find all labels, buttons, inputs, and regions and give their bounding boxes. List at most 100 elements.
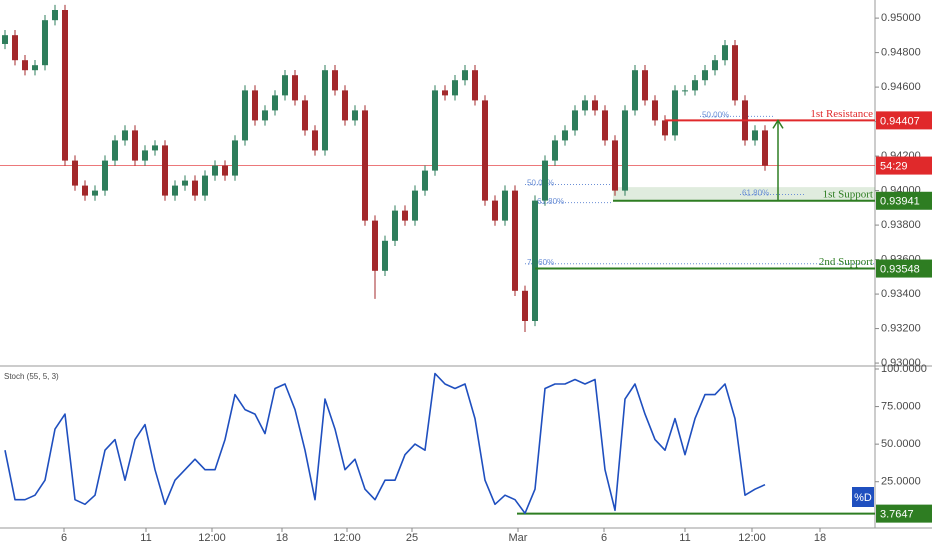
candle-body <box>702 70 708 81</box>
candle-body <box>222 165 228 176</box>
x-tick-label: 6 <box>61 532 67 544</box>
level-label: 1st Resistance <box>810 108 873 120</box>
x-tick-label: 25 <box>406 532 418 544</box>
series-line <box>4 372 766 515</box>
candle-body <box>292 75 298 101</box>
candle-body <box>562 130 568 141</box>
level-price-box <box>876 111 932 130</box>
candle-body <box>72 160 78 186</box>
y-tick-label: 0.93800 <box>881 219 921 231</box>
candle-body <box>262 110 268 121</box>
candle-body <box>502 190 508 221</box>
candle-body <box>732 45 738 101</box>
x-tick-label: 18 <box>814 532 826 544</box>
x-tick-label: 11 <box>679 532 690 544</box>
candle-body <box>492 200 498 221</box>
candle-body <box>462 70 468 81</box>
candle-body <box>152 145 158 151</box>
candle-body <box>2 35 8 44</box>
y-tick-label: 0.94600 <box>881 81 921 93</box>
candle-body <box>442 90 448 96</box>
candle-body <box>642 70 648 101</box>
candle-body <box>482 100 488 201</box>
candle-body <box>182 180 188 186</box>
candle-body <box>142 150 148 161</box>
candle-body <box>522 290 528 321</box>
candle-body <box>552 140 558 161</box>
candle-body <box>362 110 368 221</box>
candle-body <box>202 175 208 196</box>
candle-body <box>282 75 288 96</box>
legend-label: %D <box>854 492 872 504</box>
candle-body <box>22 60 28 71</box>
candle-body <box>632 70 638 111</box>
x-tick-label: 11 <box>140 532 151 544</box>
level-price-box <box>876 259 932 278</box>
candle-body <box>672 90 678 136</box>
countdown-text: 54:29 <box>880 160 908 172</box>
y-tick-label: 0.93200 <box>881 322 921 334</box>
y-tick-label: 100.0000 <box>881 363 927 375</box>
candle-body <box>42 20 48 66</box>
y-tick-label: 0.95000 <box>881 12 921 24</box>
y-tick-label: 0.93000 <box>881 357 921 369</box>
level-price-text: 0.94407 <box>880 115 920 127</box>
y-tick-label: 25.0000 <box>881 476 921 488</box>
candle-body <box>132 130 138 161</box>
candle-body <box>232 140 238 176</box>
level-label: 2nd Support <box>819 256 873 268</box>
fib-label: 50.00% <box>702 111 729 120</box>
candle-body <box>652 100 658 121</box>
candle-body <box>172 185 178 196</box>
candle-body <box>572 110 578 131</box>
fib-label: 50.00% <box>527 179 554 188</box>
x-tick-label: 12:00 <box>738 532 766 544</box>
candle-body <box>332 70 338 91</box>
candle-body <box>622 110 628 191</box>
candle-body <box>612 140 618 191</box>
candle-body <box>412 190 418 221</box>
candle-body <box>102 160 108 191</box>
candle-body <box>302 100 308 131</box>
candle-body <box>372 220 378 271</box>
candle-body <box>352 110 358 121</box>
y-tick-label: 0.93400 <box>881 288 921 300</box>
y-tick-label: 75.0000 <box>881 400 921 412</box>
x-tick-label: 6 <box>601 532 607 544</box>
candle-body <box>382 240 388 271</box>
candle-body <box>392 210 398 241</box>
candle-body <box>692 80 698 91</box>
x-tick-label: 18 <box>276 532 288 544</box>
level-value-text: 3.7647 <box>880 509 914 521</box>
candle-body <box>402 210 408 221</box>
candle-body <box>592 100 598 111</box>
candle-body <box>342 90 348 121</box>
candle-body <box>52 10 58 21</box>
candle-body <box>542 160 548 201</box>
y-tick-label: 50.0000 <box>881 438 921 450</box>
level-price-box <box>876 191 932 210</box>
candle-body <box>512 190 518 291</box>
candle-body <box>162 145 168 196</box>
candle-body <box>712 60 718 71</box>
level-price-text: 0.93941 <box>880 196 920 208</box>
candle-body <box>312 130 318 151</box>
level-price-text: 0.93548 <box>880 263 920 275</box>
candle-body <box>272 95 278 111</box>
candle-body <box>62 10 68 161</box>
candle-body <box>682 90 688 92</box>
candle-body <box>472 70 478 101</box>
indicator-title: Stoch (55, 5, 3) <box>4 372 59 381</box>
fib-label: 61.80% <box>742 189 769 198</box>
candle-body <box>12 35 18 61</box>
candle-body <box>422 170 428 191</box>
level-value-box <box>876 504 932 523</box>
candle-body <box>532 200 538 321</box>
candle-body <box>602 110 608 141</box>
level-label: 1st Support <box>823 188 873 200</box>
support-zone <box>613 187 875 201</box>
candle-body <box>762 130 768 166</box>
candle-body <box>192 180 198 196</box>
